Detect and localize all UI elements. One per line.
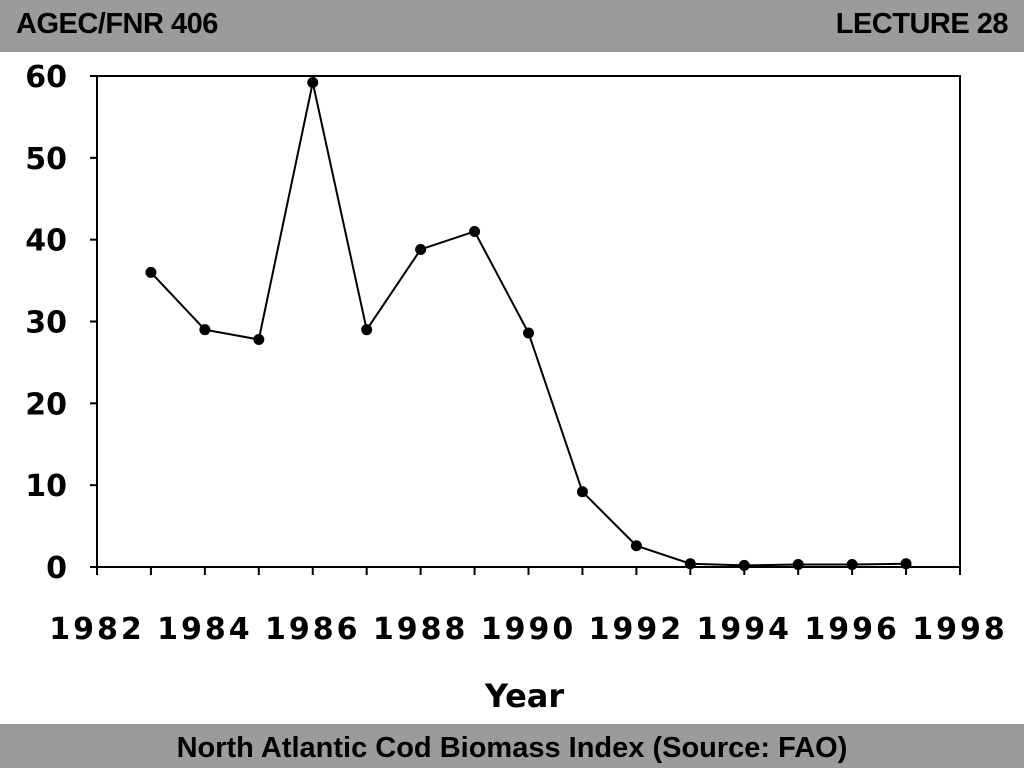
y-tick-label: 10 — [25, 469, 67, 504]
x-axis-label: Year — [484, 677, 565, 715]
data-point-1994 — [738, 559, 750, 571]
x-tick-label: 1984 — [157, 612, 253, 647]
y-tick-label: 30 — [25, 306, 67, 341]
y-tick-label: 50 — [25, 142, 67, 177]
y-tick-label: 0 — [46, 551, 67, 586]
slide-header: AGEC/FNR 406 LECTURE 28 — [0, 0, 1024, 52]
plot-frame — [96, 75, 961, 568]
data-point-1996 — [846, 559, 858, 571]
data-point-1983 — [145, 266, 157, 278]
data-point-1992 — [630, 540, 642, 552]
data-point-1985 — [253, 334, 265, 346]
x-tick-label: 1996 — [804, 612, 900, 647]
x-tick-label: 1992 — [589, 612, 685, 647]
x-tick-label: 1994 — [697, 612, 793, 647]
y-tick-label: 40 — [25, 224, 67, 259]
x-tick-label: 1998 — [912, 612, 1008, 647]
data-point-1993 — [684, 558, 696, 570]
series-line — [150, 82, 907, 567]
data-point-1984 — [199, 324, 211, 336]
slide-footer: North Atlantic Cod Biomass Index (Source… — [0, 724, 1024, 768]
y-tick-label: 60 — [25, 60, 67, 95]
data-point-1986 — [307, 77, 319, 89]
x-tick-label: 1982 — [49, 612, 145, 647]
data-point-1988 — [415, 243, 427, 255]
y-tick-label: 20 — [25, 387, 67, 422]
data-points — [145, 77, 912, 571]
y-axis: 0 10 20 30 40 50 60 — [25, 60, 97, 586]
data-point-1997 — [900, 558, 912, 570]
data-point-1990 — [523, 327, 534, 339]
x-tick-label: 1990 — [481, 612, 577, 647]
lecture-number: LECTURE 28 — [835, 8, 1009, 40]
data-point-1987 — [361, 324, 373, 336]
x-tick-label: 1986 — [265, 612, 361, 647]
course-title: AGEC/FNR 406 — [16, 8, 218, 40]
data-point-1991 — [576, 486, 588, 498]
chart-caption: North Atlantic Cod Biomass Index (Source… — [176, 732, 848, 764]
data-point-1995 — [792, 559, 804, 571]
x-axis: 1982 1984 1986 1988 1990 1992 1994 1996 1998 — [49, 567, 1008, 647]
x-tick-label: 1988 — [373, 612, 469, 647]
data-point-1989 — [469, 225, 481, 237]
